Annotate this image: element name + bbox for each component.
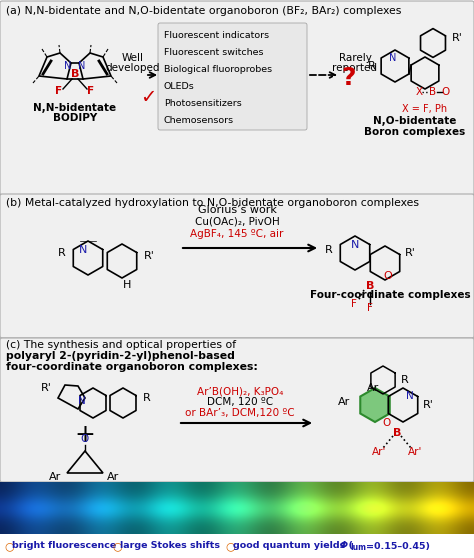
FancyBboxPatch shape xyxy=(0,338,474,482)
Text: O: O xyxy=(442,87,450,97)
Text: N: N xyxy=(406,391,414,401)
Text: R': R' xyxy=(452,33,463,43)
Text: +: + xyxy=(74,423,95,447)
Text: R: R xyxy=(368,61,376,71)
Text: four-coordinate organoboron complexes:: four-coordinate organoboron complexes: xyxy=(6,362,262,372)
Text: O: O xyxy=(383,418,391,428)
Text: B: B xyxy=(429,87,437,97)
Text: Ar': Ar' xyxy=(408,447,422,457)
FancyBboxPatch shape xyxy=(158,23,307,130)
Text: R': R' xyxy=(405,248,416,258)
Text: large Stokes shifts: large Stokes shifts xyxy=(120,541,220,551)
Text: B: B xyxy=(71,69,79,79)
Text: Ar: Ar xyxy=(338,397,350,407)
Text: N: N xyxy=(78,61,86,71)
Text: R: R xyxy=(401,375,409,385)
Text: Ar’B(OH)₂, K₃PO₄: Ar’B(OH)₂, K₃PO₄ xyxy=(197,386,283,396)
Text: Fluorescent indicators: Fluorescent indicators xyxy=(164,31,269,40)
Text: ?: ? xyxy=(342,66,356,90)
Text: Chemosensors: Chemosensors xyxy=(164,116,234,125)
Polygon shape xyxy=(360,388,390,422)
Text: reported: reported xyxy=(332,63,377,73)
Text: Ar: Ar xyxy=(49,472,61,482)
Text: Well: Well xyxy=(122,53,144,63)
Text: O: O xyxy=(81,434,89,444)
Text: R': R' xyxy=(41,383,52,393)
Text: ○: ○ xyxy=(4,541,14,551)
FancyBboxPatch shape xyxy=(0,1,474,195)
Text: DCM, 120 ºC: DCM, 120 ºC xyxy=(207,397,273,407)
Text: B: B xyxy=(366,281,374,291)
Text: N: N xyxy=(389,53,397,63)
Text: N,N-bidentate: N,N-bidentate xyxy=(34,103,117,113)
Text: R': R' xyxy=(144,251,155,261)
Text: F: F xyxy=(87,86,94,96)
Text: or BAr’₃, DCM,120 ºC: or BAr’₃, DCM,120 ºC xyxy=(185,408,295,418)
Text: Φ: Φ xyxy=(340,541,348,551)
Text: F: F xyxy=(367,303,373,313)
Text: B: B xyxy=(393,428,401,438)
Text: Fluorescent switches: Fluorescent switches xyxy=(164,48,264,57)
Text: ○: ○ xyxy=(112,541,122,551)
Text: lum: lum xyxy=(350,542,366,551)
Text: (a) N,N-bidentate and N,O-bidentate organoboron (BF₂, BAr₂) complexes: (a) N,N-bidentate and N,O-bidentate orga… xyxy=(6,6,401,16)
Text: (b) Metal-catalyzed hydroxylation to N,O-bidentate organoboron complexes: (b) Metal-catalyzed hydroxylation to N,O… xyxy=(6,198,419,208)
Text: Biological fluoroprobes: Biological fluoroprobes xyxy=(164,65,272,74)
Text: R: R xyxy=(58,248,66,258)
FancyBboxPatch shape xyxy=(0,194,474,338)
Text: OLEDs: OLEDs xyxy=(164,82,195,91)
Text: Ar: Ar xyxy=(367,383,379,393)
Text: N: N xyxy=(79,245,87,255)
Text: H: H xyxy=(123,280,131,290)
Text: polyaryl 2-(pyridin-2-yl)phenol-based: polyaryl 2-(pyridin-2-yl)phenol-based xyxy=(6,351,235,361)
Text: Cu(OAc)₂, PivOH: Cu(OAc)₂, PivOH xyxy=(195,217,279,227)
Text: =0.15–0.45): =0.15–0.45) xyxy=(366,541,430,551)
Text: Four-coordinate complexes: Four-coordinate complexes xyxy=(310,290,470,300)
Text: O: O xyxy=(383,271,392,281)
Text: Photosensitizers: Photosensitizers xyxy=(164,99,242,108)
Text: R: R xyxy=(325,245,333,255)
Text: X: X xyxy=(415,87,422,97)
Text: N: N xyxy=(64,61,72,71)
Text: $\checkmark$: $\checkmark$ xyxy=(140,86,155,105)
Text: Ar': Ar' xyxy=(372,447,386,457)
Text: AgBF₄, 145 ºC, air: AgBF₄, 145 ºC, air xyxy=(191,229,283,239)
Text: good quantum yields (: good quantum yields ( xyxy=(233,541,353,551)
Text: Glorius’s work: Glorius’s work xyxy=(198,205,276,215)
Text: Rarely: Rarely xyxy=(338,53,372,63)
Text: (c) The synthesis and optical properties of: (c) The synthesis and optical properties… xyxy=(6,340,240,350)
Text: ○: ○ xyxy=(225,541,235,551)
Text: N,O-bidentate: N,O-bidentate xyxy=(374,116,456,126)
Text: F: F xyxy=(351,299,357,309)
Text: Boron complexes: Boron complexes xyxy=(365,127,465,137)
Text: N: N xyxy=(351,240,359,250)
Text: X = F, Ph: X = F, Ph xyxy=(402,104,447,114)
Text: R: R xyxy=(143,393,151,403)
Text: F: F xyxy=(55,86,63,96)
Text: bright fluorescence: bright fluorescence xyxy=(12,541,119,551)
Text: N: N xyxy=(78,396,86,406)
Text: R': R' xyxy=(423,400,434,410)
Text: developed: developed xyxy=(106,63,160,73)
Text: Ar: Ar xyxy=(107,472,119,482)
Text: BODIPY: BODIPY xyxy=(53,113,97,123)
